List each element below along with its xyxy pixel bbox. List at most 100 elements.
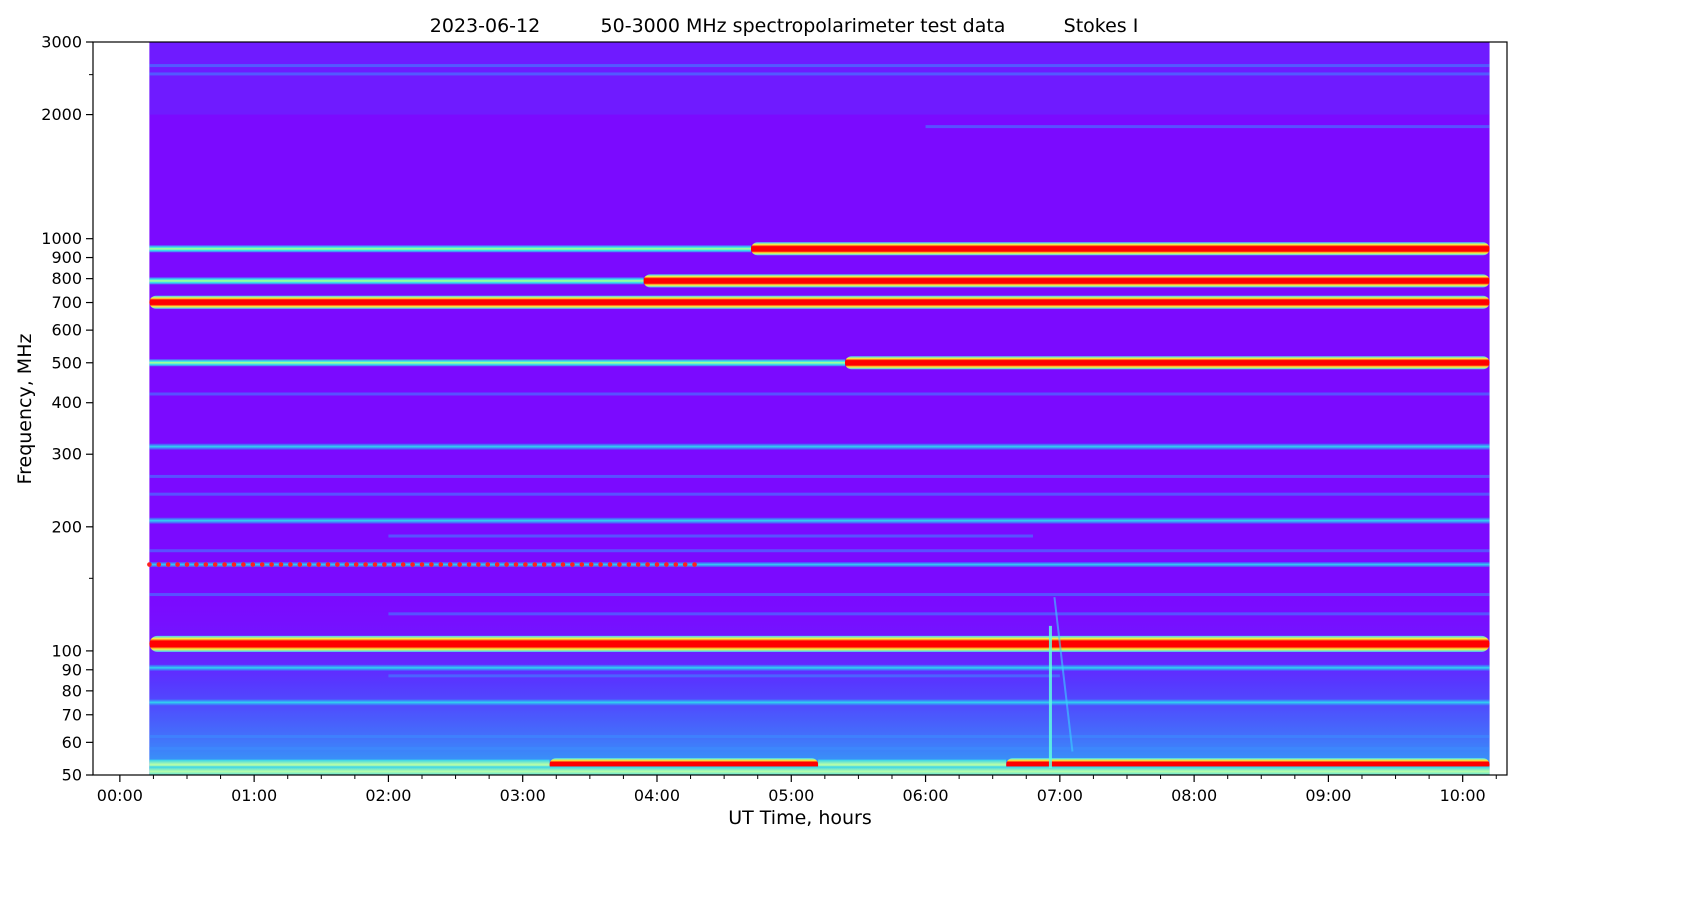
band-2630mhz-faint <box>149 64 1490 68</box>
y-tick-label: 3000 <box>41 33 82 52</box>
y-tick-label: 700 <box>51 293 82 312</box>
band-162mhz-dot <box>156 562 162 567</box>
band-162mhz-dot <box>598 562 603 567</box>
band-313mhz-cyan <box>149 443 1490 450</box>
band-162mhz-dot <box>344 562 350 567</box>
band-2510mhz-faint <box>149 72 1490 76</box>
chart-title: 2023-06-12 50-3000 MHz spectropolarimete… <box>430 15 1139 37</box>
x-tick-label: 06:00 <box>902 786 948 805</box>
x-tick-label: 01:00 <box>231 786 277 805</box>
band-162mhz-dot <box>259 562 265 567</box>
band-162mhz-dot <box>165 562 171 567</box>
band-162mhz-dot <box>692 562 697 567</box>
burst-drift-line <box>1053 597 1074 752</box>
y-tick-label: 70 <box>62 705 82 724</box>
band-162mhz-dot <box>250 562 256 567</box>
band-162mhz-dot <box>316 562 321 567</box>
band-58mhz-faint <box>149 746 1490 750</box>
title-date: 2023-06-12 <box>430 15 540 37</box>
band-240mhz-faint <box>149 492 1490 496</box>
y-tick-label: 80 <box>62 681 82 700</box>
x-tick-label: 04:00 <box>634 786 680 805</box>
band-945mhz-strong <box>750 242 1490 256</box>
band-162mhz-dot <box>532 562 538 567</box>
x-tick-label: 00:00 <box>97 786 143 805</box>
band-162mhz-dot <box>485 562 491 567</box>
band-51mhz-warm <box>149 766 1490 775</box>
band-162mhz-dot <box>325 562 331 567</box>
band-162mhz-dot <box>241 562 246 567</box>
band-87mhz-faint <box>388 674 1060 678</box>
band-162mhz-dot <box>382 562 387 567</box>
band-265mhz-faint <box>149 474 1490 478</box>
band-75mhz-cyan <box>149 699 1490 706</box>
x-tick-label: 08:00 <box>1171 786 1217 805</box>
y-tick-label: 800 <box>51 269 82 288</box>
band-162mhz-dot <box>203 562 209 567</box>
band-162mhz-dot <box>391 562 397 567</box>
band-162mhz-dot <box>560 562 566 567</box>
x-axis-label: UT Time, hours <box>728 807 872 829</box>
band-162mhz-dot <box>184 562 190 567</box>
band-162mhz-dot <box>353 562 359 567</box>
band-162mhz-dot <box>513 562 519 567</box>
band-162mhz-dot <box>447 562 453 567</box>
band-162mhz-dot <box>476 562 481 567</box>
y-tick-label: 300 <box>51 445 82 464</box>
band-945mhz-medium <box>149 245 751 253</box>
band-123mhz-faint <box>388 612 1490 616</box>
band-420mhz-faint <box>149 392 1490 396</box>
band-162mhz-dot <box>570 562 575 567</box>
band-162mhz-dot <box>147 562 152 567</box>
x-tick-label: 03:00 <box>500 786 546 805</box>
band-162mhz-dot <box>306 562 312 567</box>
band-500mhz-strong <box>844 356 1490 370</box>
x-tick-label: 05:00 <box>768 786 814 805</box>
band-162mhz-dot <box>654 562 660 567</box>
band-62mhz-faint <box>149 734 1490 738</box>
band-162mhz-dot <box>410 562 415 567</box>
band-162mhz-dot <box>673 562 679 567</box>
band-162mhz-dot <box>278 562 284 567</box>
band-500mhz-medium <box>149 359 845 367</box>
x-tick-label: 10:00 <box>1440 786 1486 805</box>
spectrogram-heatmap <box>147 42 1490 775</box>
y-tick-label: 60 <box>62 733 82 752</box>
band-162mhz-dot <box>269 562 274 567</box>
band-162mhz-dot <box>335 562 340 567</box>
band-162mhz-dot <box>457 562 462 567</box>
band-162mhz-dot <box>429 562 434 567</box>
y-tick-label: 100 <box>51 641 82 660</box>
band-162mhz-dot <box>635 562 641 567</box>
axes-frame <box>92 41 1508 776</box>
band-162mhz-dot <box>504 562 509 567</box>
band-162mhz-dot <box>400 562 406 567</box>
band-162mhz-dot <box>523 562 528 567</box>
title-parameter: Stokes I <box>1064 15 1139 37</box>
band-162mhz-dot <box>175 562 180 567</box>
x-tick-label: 02:00 <box>365 786 411 805</box>
band-162mhz-dot <box>372 562 378 567</box>
y-tick-label: 500 <box>51 353 82 372</box>
band-162mhz-dot <box>682 562 688 567</box>
y-tick-label: 1000 <box>41 229 82 248</box>
band-790mhz-strong <box>643 274 1490 288</box>
band-162mhz-dot <box>617 562 622 567</box>
y-tick-label: 900 <box>51 248 82 267</box>
x-axis: 00:00 01:00 02:00 03:00 04:00 05:00 06:00 07:00… <box>97 775 1497 805</box>
band-162mhz-dot <box>579 562 585 567</box>
band-162mhz-dot <box>645 562 650 567</box>
band-162mhz-dot <box>288 562 293 567</box>
band-137mhz-faint <box>149 593 1490 597</box>
band-162mhz-dotted <box>149 562 1490 568</box>
band-162mhz-dot <box>494 562 500 567</box>
band-162mhz-dot <box>194 562 199 567</box>
x-tick-label: 07:00 <box>1037 786 1083 805</box>
y-axis-label: Frequency, MHz <box>14 334 36 485</box>
band-162mhz-dot <box>222 562 227 567</box>
band-175mhz-faint <box>149 549 1490 553</box>
band-162mhz-dot <box>438 562 444 567</box>
band-190mhz-faint <box>388 534 1033 538</box>
